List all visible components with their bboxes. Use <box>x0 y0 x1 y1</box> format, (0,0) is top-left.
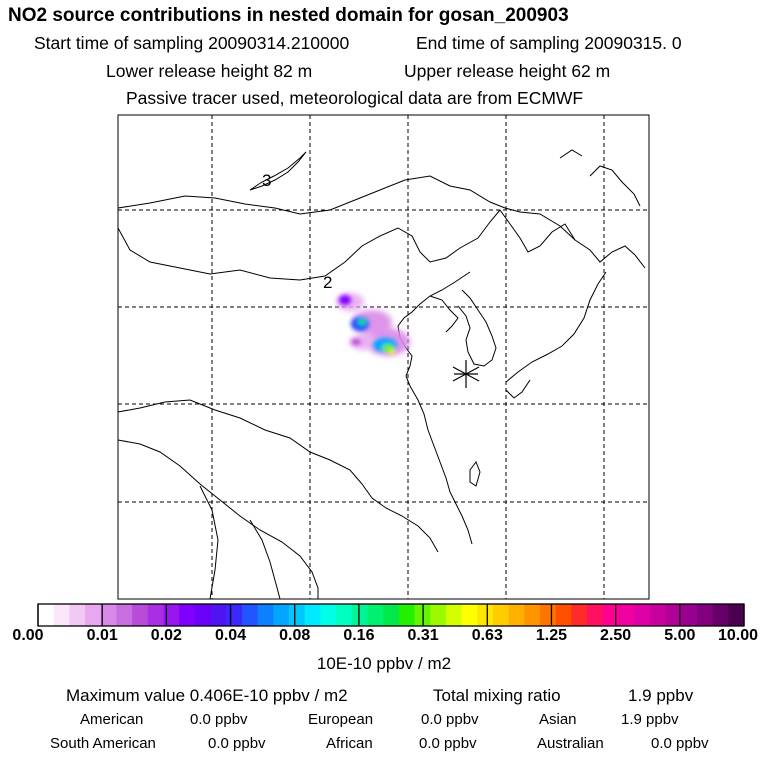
colorbar-swatch <box>367 604 384 626</box>
colorbar-swatch <box>587 604 604 626</box>
colorbar-tick-label: 5.00 <box>664 627 696 644</box>
colorbar-swatch <box>696 604 714 626</box>
colorbar-swatch <box>398 604 416 626</box>
map-panel: 3 2 <box>118 115 649 599</box>
colorbar-unit: 10E-10 ppbv / m2 <box>316 654 452 673</box>
colorbar-swatch <box>69 604 86 626</box>
colorbar-swatch <box>100 604 117 626</box>
colorbar-swatch <box>649 604 667 626</box>
colorbar-swatch <box>116 604 133 626</box>
region-label-2: 2 <box>323 273 332 292</box>
map-frame <box>117 114 650 600</box>
colorbar-tick-label: 0.04 <box>214 627 247 644</box>
colorbar-swatch <box>210 604 227 626</box>
colorbar-swatch <box>226 604 243 626</box>
region-australian-name: Australian <box>537 735 604 752</box>
colorbar-tick-label: 0.00 <box>12 627 44 644</box>
colorbar-tick-label: 0.16 <box>343 627 375 644</box>
region-label-3: 3 <box>262 171 271 190</box>
region-asian-value: 1.9 ppbv <box>621 711 679 728</box>
colorbar <box>37 603 745 627</box>
region-asian-name: Asian <box>539 711 577 728</box>
upper-release-height: Upper release height 62 m <box>404 61 611 81</box>
tracer-plume <box>336 293 410 356</box>
colorbar-swatch <box>147 604 165 626</box>
colorbar-swatch <box>618 604 635 626</box>
region-european-name: European <box>308 711 374 728</box>
colorbar-tick-label: 0.31 <box>407 627 439 644</box>
colorbar-swatch <box>257 604 274 626</box>
colorbar-swatch <box>273 604 290 626</box>
colorbar-tick-label: 0.63 <box>471 627 503 644</box>
colorbar-swatch <box>681 604 698 626</box>
colorbar-border <box>37 603 745 627</box>
colorbar-swatch <box>508 604 525 626</box>
colorbar-swatch <box>602 604 619 626</box>
colorbar-swatch <box>430 604 447 626</box>
start-time-label: Start time of sampling 20090314.210000 <box>34 33 350 53</box>
colorbar-swatch <box>571 604 588 626</box>
region-african-name: African <box>326 735 373 752</box>
coastlines <box>118 149 646 599</box>
receptor-asterisk-icon <box>452 360 480 388</box>
colorbar-swatch <box>53 604 70 626</box>
colorbar-tick-label: 10.00 <box>717 627 759 644</box>
maximum-value: Maximum value 0.406E-10 ppbv / m2 <box>66 686 348 705</box>
colorbar-swatch <box>383 604 400 626</box>
region-african-value: 0.0 ppbv <box>419 735 477 752</box>
colorbar-swatch <box>289 604 306 626</box>
colorbar-tick-label: 2.50 <box>600 627 632 644</box>
colorbar-tick-label: 1.25 <box>535 627 568 644</box>
colorbar-swatch <box>555 604 572 626</box>
map-title: NO2 source contributions in nested domai… <box>8 5 569 26</box>
colorbar-swatch <box>38 604 55 626</box>
total-mixing-ratio-value: 1.9 ppbv <box>628 686 694 705</box>
lower-release-height: Lower release height 82 m <box>106 61 313 81</box>
colorbar-swatch <box>445 604 463 626</box>
colorbar-swatch <box>132 604 149 626</box>
colorbar-swatch <box>320 604 337 626</box>
colorbar-swatch <box>163 604 180 626</box>
colorbar-swatch <box>665 604 682 626</box>
colorbar-swatch <box>524 604 541 626</box>
colorbar-swatch <box>351 604 368 626</box>
region-south-american-name: South American <box>50 735 156 752</box>
colorbar-swatch <box>477 604 494 626</box>
tracer-note: Passive tracer used, meteorological data… <box>126 88 584 108</box>
region-australian-value: 0.0 ppbv <box>651 735 709 752</box>
colorbar-swatch <box>241 604 259 626</box>
colorbar-swatch <box>492 604 510 626</box>
colorbar-swatch <box>194 604 212 626</box>
colorbar-tick-label: 0.08 <box>279 627 311 644</box>
colorbar-swatch <box>634 604 651 626</box>
colorbar-swatch <box>304 604 321 626</box>
region-european-value: 0.0 ppbv <box>421 711 479 728</box>
region-south-american-value: 0.0 ppbv <box>208 735 266 752</box>
colorbar-swatch <box>85 604 102 626</box>
colorbar-swatch <box>336 604 353 626</box>
colorbar-swatch <box>179 604 196 626</box>
colorbar-swatch <box>728 604 745 626</box>
colorbar-swatch <box>712 604 729 626</box>
colorbar-tick-label: 0.02 <box>150 627 182 644</box>
total-mixing-ratio-label: Total mixing ratio <box>433 686 561 705</box>
region-american-name: American <box>80 711 144 728</box>
graticule <box>118 115 649 599</box>
colorbar-swatch <box>540 604 557 626</box>
end-time-label: End time of sampling 20090315. 0 <box>416 33 682 53</box>
colorbar-swatch <box>461 604 478 626</box>
colorbar-tick-label: 0.01 <box>86 627 118 644</box>
region-american-value: 0.0 ppbv <box>190 711 248 728</box>
